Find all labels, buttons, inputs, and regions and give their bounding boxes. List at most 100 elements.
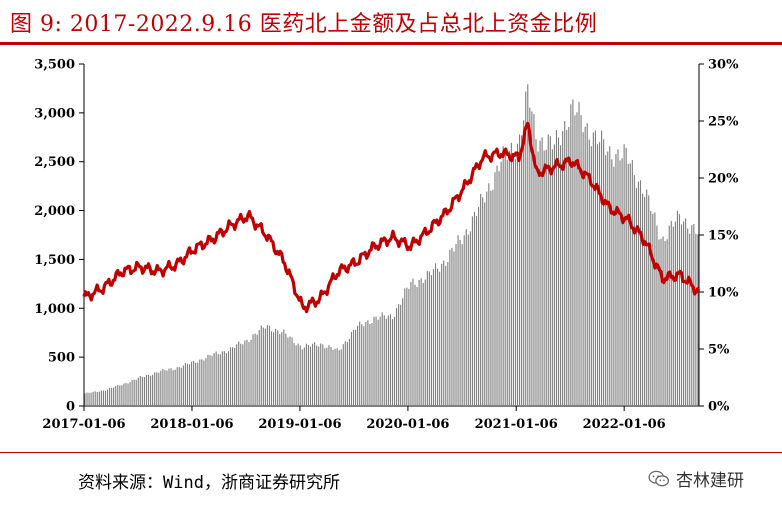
bar — [437, 268, 439, 406]
bar — [264, 328, 266, 406]
bar — [199, 359, 201, 406]
bar — [180, 367, 182, 406]
bar — [287, 337, 289, 406]
bar — [137, 377, 139, 406]
bar — [209, 355, 211, 406]
bar — [545, 149, 547, 406]
bar — [625, 147, 627, 406]
bar — [424, 279, 426, 406]
bar — [369, 324, 371, 406]
bar — [232, 347, 234, 406]
bar — [660, 238, 662, 406]
bar — [201, 359, 203, 406]
y-left-tick-label: 1,000 — [34, 302, 75, 317]
bar — [527, 84, 529, 406]
bar — [182, 365, 184, 406]
bar — [434, 263, 437, 406]
bar — [387, 315, 389, 406]
bar — [211, 355, 213, 406]
bar — [357, 325, 359, 406]
bar — [459, 239, 461, 406]
bar — [186, 363, 189, 406]
bar — [160, 370, 162, 406]
bar — [510, 142, 512, 406]
bar — [244, 340, 246, 406]
bar — [535, 139, 537, 406]
bar — [689, 233, 691, 406]
y-right-tick-label: 20% — [708, 172, 739, 187]
bar — [449, 249, 451, 406]
bar — [430, 275, 432, 406]
y-right-tick-label: 15% — [708, 229, 739, 244]
bar — [309, 346, 312, 406]
bar — [176, 367, 178, 406]
bar — [639, 180, 642, 406]
bar — [307, 344, 309, 406]
bar — [609, 146, 611, 406]
bar — [256, 334, 258, 406]
bar — [654, 212, 656, 406]
y-right-tick-label: 25% — [708, 115, 739, 130]
bar — [338, 350, 340, 406]
bar — [322, 344, 324, 406]
bar — [94, 391, 96, 406]
bar — [115, 385, 117, 406]
bar — [676, 210, 678, 406]
bar — [162, 368, 164, 406]
bar — [414, 284, 416, 406]
bar — [560, 145, 562, 406]
bar — [627, 163, 629, 406]
x-tick-label: 2020-01-06 — [366, 417, 449, 432]
bar — [316, 345, 318, 406]
bar — [580, 115, 582, 407]
bar — [188, 364, 191, 406]
bar — [506, 159, 508, 406]
bar — [691, 225, 693, 406]
bar — [352, 329, 355, 406]
bar — [139, 376, 141, 406]
bar — [215, 351, 217, 406]
bar — [666, 239, 668, 406]
bar — [291, 337, 293, 406]
bar — [299, 345, 301, 406]
bar — [396, 308, 398, 406]
bar — [461, 244, 463, 406]
bar — [385, 318, 387, 406]
y-left-tick-label: 0 — [66, 400, 75, 415]
bar — [268, 325, 271, 406]
bar — [197, 362, 199, 406]
bar — [96, 391, 98, 406]
bar — [336, 348, 338, 406]
bar — [102, 390, 104, 406]
bar — [342, 344, 344, 406]
bar — [670, 220, 672, 406]
bar — [301, 349, 303, 406]
bar — [320, 343, 322, 406]
bar — [537, 151, 539, 406]
y-left-tick-label: 1,500 — [34, 253, 75, 268]
bar — [664, 240, 666, 406]
bar — [445, 265, 447, 406]
bar — [191, 361, 193, 406]
bar — [588, 139, 590, 406]
bar — [453, 251, 455, 406]
bar — [410, 281, 412, 406]
bar — [646, 189, 648, 406]
bar — [631, 160, 633, 406]
bar — [465, 229, 467, 406]
y-left-tick-label: 3,000 — [34, 106, 75, 121]
bar — [129, 382, 131, 406]
bar — [508, 150, 510, 406]
title-rule — [0, 42, 782, 45]
bar — [318, 346, 320, 406]
source-note: 资料来源：Wind，浙商证券研究所 — [78, 473, 340, 493]
bar — [523, 120, 525, 406]
bar — [685, 218, 687, 406]
x-tick-label: 2018-01-06 — [150, 417, 233, 432]
bar — [314, 342, 316, 406]
bar — [178, 367, 180, 406]
bar — [104, 390, 107, 406]
bar — [379, 316, 381, 406]
bar — [568, 127, 570, 406]
bar — [674, 221, 676, 406]
